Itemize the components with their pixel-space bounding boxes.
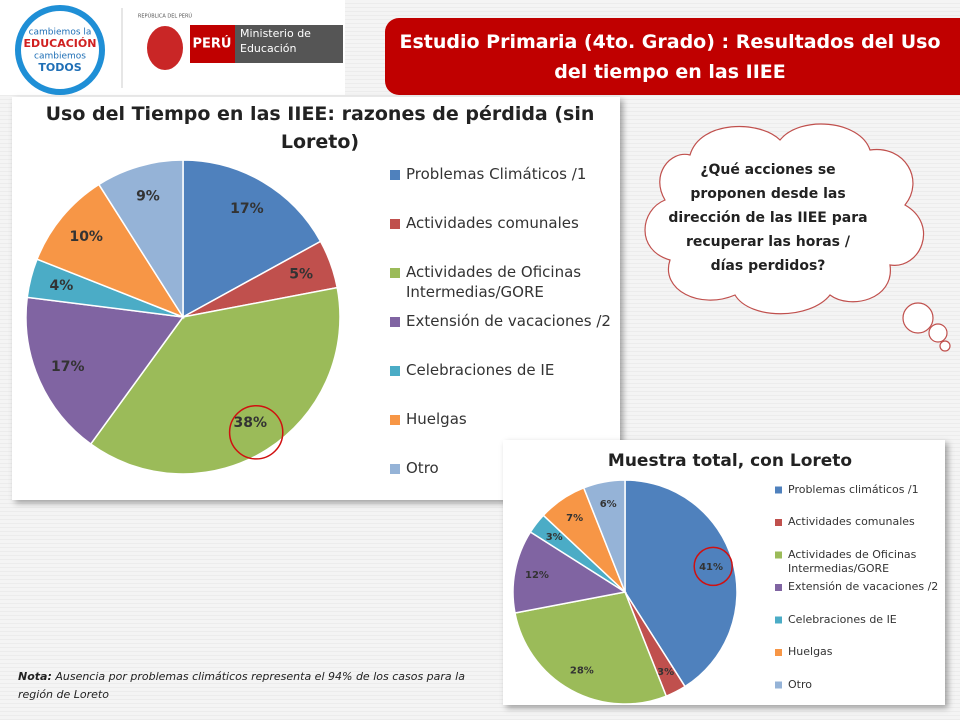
logo-bar: cambiemos la EDUCACIÓN cambiemos TODOS R… bbox=[0, 0, 345, 95]
ministry-fo: Ministerio de Educación bbox=[240, 27, 311, 55]
seal-text: REPÚBLICA DEL PERÚ bbox=[138, 13, 193, 20]
data-label: 6% bbox=[600, 499, 617, 510]
ministry-box bbox=[235, 25, 343, 63]
legend-label: Actividades de Oficinas Intermedias/GORE bbox=[406, 263, 582, 301]
data-label: 7% bbox=[566, 513, 583, 524]
legend-label: Celebraciones de IE bbox=[788, 612, 897, 626]
data-label: 3% bbox=[657, 667, 674, 678]
legend-swatch bbox=[390, 464, 400, 474]
highlight-circle bbox=[693, 546, 733, 587]
logo-ring bbox=[15, 5, 105, 95]
legend-label: Otro bbox=[406, 459, 439, 478]
legend-swatch bbox=[775, 519, 782, 526]
legend-label: Extensión de vacaciones /2 bbox=[406, 312, 611, 331]
slide-title: Estudio Primaria (4to. Grado) : Resultad… bbox=[385, 18, 960, 95]
legend-label: Actividades comunales bbox=[788, 515, 915, 529]
data-label: 17% bbox=[51, 359, 85, 375]
legend-swatch bbox=[390, 170, 400, 180]
legend-label: Huelgas bbox=[406, 410, 467, 429]
pie-slice bbox=[97, 159, 184, 320]
legend-swatch bbox=[775, 486, 782, 494]
legend-swatch bbox=[390, 219, 400, 229]
highlight-circle bbox=[228, 404, 284, 460]
data-label: 10% bbox=[69, 229, 103, 245]
note: Nota: Ausencia por problemas climáticos … bbox=[18, 668, 498, 704]
chart-title: Uso del Tiempo en las IIEE: razones de p… bbox=[45, 103, 595, 153]
legend-label: Actividades comunales bbox=[406, 214, 579, 233]
data-label: 4% bbox=[49, 278, 73, 294]
logo-text: cambiemos la bbox=[29, 28, 92, 38]
legend-swatch bbox=[775, 616, 782, 624]
legend-swatch bbox=[775, 649, 782, 656]
country: PERÚ bbox=[193, 36, 232, 52]
seal bbox=[147, 26, 183, 70]
pie-slice bbox=[182, 159, 322, 319]
pie-slice bbox=[89, 286, 341, 475]
pie-slice bbox=[582, 479, 626, 593]
legend-label: Problemas Climáticos /1 bbox=[406, 165, 587, 184]
logo-text: cambiemos bbox=[34, 52, 86, 62]
logos: cambiemos la EDUCACIÓN cambiemos TODOS R… bbox=[15, 5, 343, 95]
pie-slice bbox=[36, 183, 185, 319]
pie-slice bbox=[512, 530, 628, 614]
data-label: 9% bbox=[136, 188, 160, 204]
data-label: 17% bbox=[230, 201, 264, 217]
logo-text: TODOS bbox=[38, 61, 81, 74]
thought-cloud bbox=[644, 123, 951, 352]
legend-label: Problemas climáticos /1 bbox=[788, 482, 919, 496]
data-label: 5% bbox=[289, 266, 313, 282]
legend-label: Huelgas bbox=[788, 645, 833, 659]
data-label: 28% bbox=[570, 666, 594, 677]
legend-label: Otro bbox=[788, 677, 812, 691]
peru-box bbox=[190, 25, 235, 63]
legend-swatch bbox=[390, 268, 400, 278]
legend-swatch bbox=[390, 366, 400, 376]
legend-swatch bbox=[775, 551, 782, 559]
note-text: Ausencia por problemas climáticos repres… bbox=[18, 670, 465, 701]
data-label: 41% bbox=[699, 562, 723, 573]
pie-slice bbox=[514, 591, 668, 705]
note-label: Nota: bbox=[18, 670, 52, 683]
legend-swatch bbox=[775, 681, 782, 689]
legend-label: Celebraciones de IE bbox=[406, 361, 555, 380]
legend-swatch bbox=[390, 415, 400, 425]
data-label: 3% bbox=[546, 532, 563, 543]
legend-swatch bbox=[775, 584, 782, 591]
ministry: Ministerio de Educación bbox=[240, 27, 311, 55]
logo-text: EDUCACIÓN bbox=[24, 37, 97, 50]
legend-label: Extensión de vacaciones /2 bbox=[788, 580, 939, 594]
cloud-text: ¿Qué acciones se proponen desde las dire… bbox=[668, 162, 868, 274]
legend-label: Actividades de Oficinas Intermedias/GORE bbox=[788, 547, 917, 576]
legend-swatch bbox=[390, 317, 400, 327]
chart-title: Muestra total, con Loreto bbox=[607, 451, 853, 471]
data-label: 38% bbox=[234, 415, 268, 431]
pie-slice bbox=[25, 296, 185, 446]
data-label: 12% bbox=[525, 570, 549, 581]
